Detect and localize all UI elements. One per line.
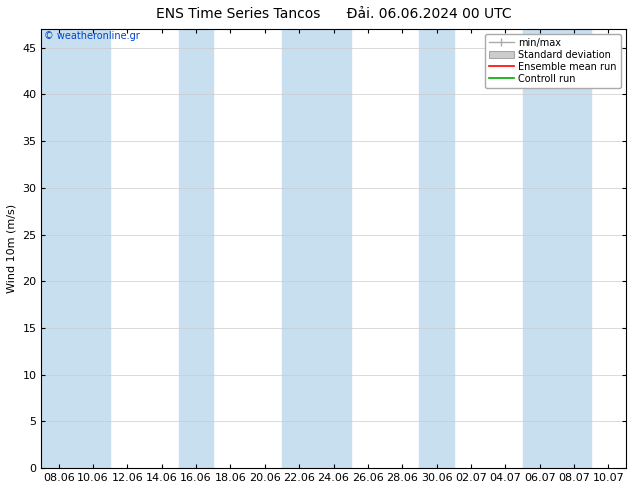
Bar <box>76 29 110 468</box>
Bar <box>41 29 76 468</box>
Bar <box>316 29 351 468</box>
Bar <box>282 29 316 468</box>
Bar <box>522 29 557 468</box>
Y-axis label: Wind 10m (m/s): Wind 10m (m/s) <box>7 204 17 293</box>
Legend: min/max, Standard deviation, Ensemble mean run, Controll run: min/max, Standard deviation, Ensemble me… <box>485 34 621 88</box>
Bar <box>179 29 213 468</box>
Text: © weatheronline.gr: © weatheronline.gr <box>44 31 140 41</box>
Bar <box>420 29 454 468</box>
Title: ENS Time Series Tancos      Đải. 06.06.2024 00 UTC: ENS Time Series Tancos Đải. 06.06.2024 0… <box>156 7 512 21</box>
Bar <box>557 29 592 468</box>
